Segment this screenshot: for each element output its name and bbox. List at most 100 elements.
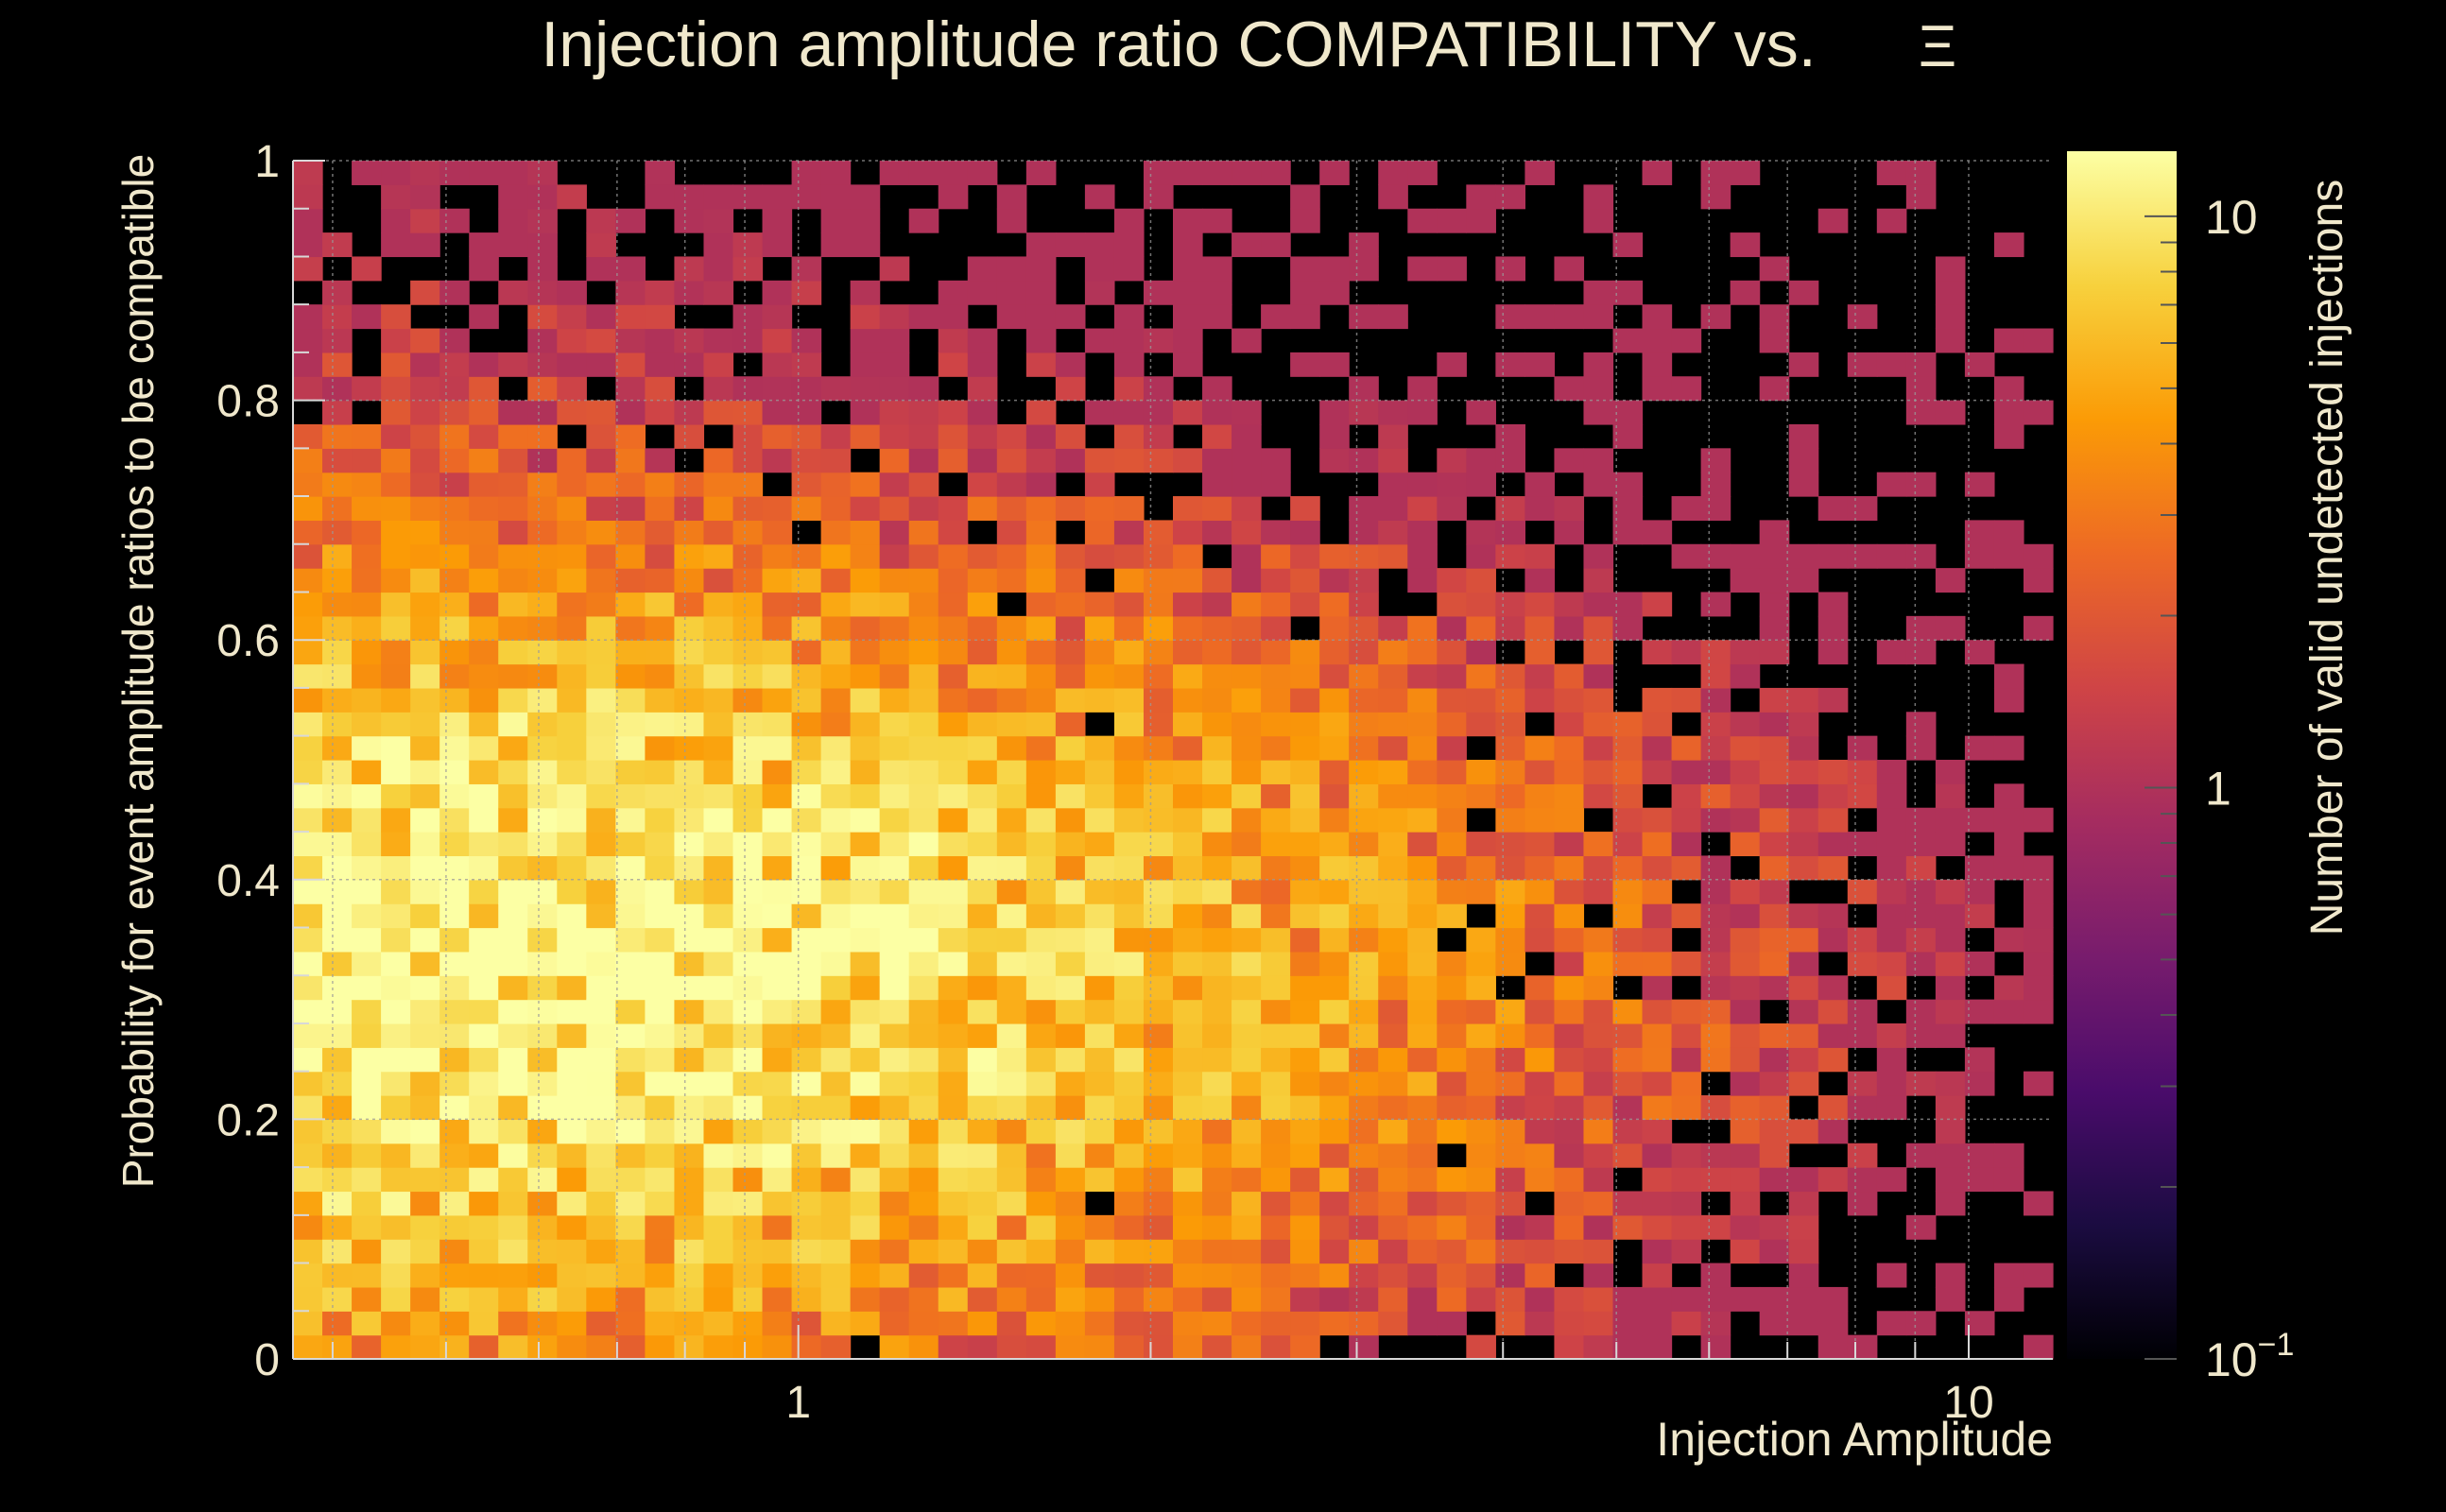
heatmap-cell bbox=[850, 783, 881, 809]
heatmap-cell bbox=[615, 448, 646, 473]
heatmap-cell bbox=[1759, 615, 1790, 641]
heatmap-cell bbox=[1113, 1167, 1145, 1193]
heatmap-cell bbox=[645, 783, 676, 809]
heatmap-cell bbox=[1173, 783, 1203, 809]
heatmap-cell bbox=[322, 232, 353, 258]
heatmap-cell bbox=[1876, 951, 1907, 976]
heatmap-cell bbox=[1143, 663, 1174, 689]
heatmap-cell bbox=[820, 663, 852, 689]
heatmap-cell bbox=[1671, 376, 1702, 402]
heatmap-cell bbox=[1671, 1311, 1702, 1336]
heatmap-cell bbox=[1378, 640, 1408, 665]
heatmap-cell bbox=[850, 400, 881, 425]
heatmap-cell bbox=[1025, 1286, 1057, 1312]
heatmap-cell bbox=[1905, 735, 1937, 761]
heatmap-cell bbox=[1290, 568, 1320, 593]
heatmap-cell bbox=[703, 520, 734, 545]
heatmap-cell bbox=[938, 1311, 969, 1336]
heatmap-cell bbox=[674, 328, 705, 353]
heatmap-cell bbox=[674, 760, 705, 784]
heatmap-cell bbox=[674, 1119, 705, 1144]
heatmap-cell bbox=[1817, 1334, 1849, 1360]
heatmap-cell bbox=[1993, 807, 2024, 833]
heatmap-cell bbox=[469, 496, 499, 521]
heatmap-cell bbox=[703, 1143, 734, 1168]
heatmap-cell bbox=[1935, 999, 1966, 1024]
heatmap-cell bbox=[645, 832, 676, 857]
heatmap-cell bbox=[1173, 520, 1203, 545]
heatmap-cell bbox=[586, 903, 616, 929]
heatmap-cell bbox=[1290, 304, 1320, 330]
heatmap-cell bbox=[996, 1167, 1027, 1193]
heatmap-cell bbox=[1495, 832, 1525, 857]
heatmap-cell bbox=[1524, 615, 1556, 641]
heatmap-cell bbox=[498, 975, 528, 1001]
heatmap-cell bbox=[527, 568, 558, 593]
heatmap-cell bbox=[879, 1191, 910, 1216]
heatmap-cell bbox=[1495, 999, 1525, 1024]
heatmap-cell bbox=[1173, 448, 1203, 473]
heatmap-cell bbox=[1788, 568, 1819, 593]
heatmap-cell bbox=[1905, 879, 1937, 904]
heatmap-cell bbox=[1437, 256, 1467, 282]
heatmap-cell bbox=[674, 1311, 705, 1336]
heatmap-cell bbox=[703, 256, 734, 282]
heatmap-cell bbox=[1495, 712, 1525, 737]
heatmap-cell bbox=[586, 783, 616, 809]
heatmap-cell bbox=[820, 1311, 852, 1336]
heatmap-cell bbox=[1290, 256, 1320, 282]
heatmap-cell bbox=[381, 400, 411, 425]
heatmap-cell bbox=[1788, 543, 1819, 569]
heatmap-cell bbox=[1055, 903, 1086, 929]
heatmap-cell bbox=[1378, 615, 1408, 641]
heatmap-cell bbox=[1730, 807, 1761, 833]
heatmap-cell bbox=[1730, 1047, 1761, 1073]
heatmap-cell bbox=[1055, 232, 1086, 258]
heatmap-cell bbox=[1143, 1286, 1174, 1312]
heatmap-cell bbox=[322, 640, 353, 665]
heatmap-cell bbox=[1759, 568, 1790, 593]
heatmap-cell bbox=[850, 951, 881, 976]
heatmap-cell bbox=[1349, 256, 1379, 282]
heatmap-cell bbox=[1290, 1047, 1320, 1073]
heatmap-cell bbox=[1466, 520, 1496, 545]
heatmap-cell bbox=[820, 568, 852, 593]
heatmap-cell bbox=[996, 1239, 1027, 1264]
heatmap-cell bbox=[1349, 1119, 1379, 1144]
heatmap-cell bbox=[381, 1047, 411, 1073]
heatmap-cell bbox=[410, 568, 440, 593]
heatmap-cell bbox=[645, 1286, 676, 1312]
heatmap-cell bbox=[879, 687, 910, 713]
heatmap-cell bbox=[1055, 760, 1086, 784]
heatmap-cell bbox=[1876, 807, 1907, 833]
heatmap-cell bbox=[996, 807, 1027, 833]
heatmap-cell bbox=[1261, 1191, 1291, 1216]
heatmap-cell bbox=[703, 448, 734, 473]
heatmap-cell bbox=[498, 208, 528, 233]
heatmap-cell bbox=[732, 400, 764, 425]
heatmap-cell bbox=[1319, 1239, 1350, 1264]
heatmap-cell bbox=[352, 975, 382, 1001]
heatmap-cell bbox=[1817, 687, 1849, 713]
heatmap-cell bbox=[1202, 1263, 1232, 1288]
heatmap-cell bbox=[1437, 999, 1467, 1024]
heatmap-cell bbox=[1084, 1047, 1115, 1073]
heatmap-cell bbox=[1847, 496, 1878, 521]
heatmap-cell bbox=[1524, 879, 1556, 904]
heatmap-cell bbox=[1524, 304, 1556, 330]
heatmap-cell bbox=[938, 328, 969, 353]
heatmap-cell bbox=[1349, 232, 1379, 258]
heatmap-cell bbox=[1349, 687, 1379, 713]
heatmap-cell bbox=[1378, 687, 1408, 713]
heatmap-cell bbox=[1232, 903, 1262, 929]
heatmap-cell bbox=[908, 568, 939, 593]
heatmap-cells bbox=[293, 161, 2054, 1360]
heatmap-cell bbox=[469, 400, 499, 425]
heatmap-cell bbox=[732, 879, 764, 904]
heatmap-cell bbox=[1524, 999, 1556, 1024]
heatmap-cell bbox=[645, 951, 676, 976]
heatmap-cell bbox=[1055, 927, 1086, 953]
heatmap-cell bbox=[1290, 184, 1320, 210]
y-tick-label: 0.4 bbox=[216, 856, 280, 906]
heatmap-cell bbox=[1905, 903, 1937, 929]
